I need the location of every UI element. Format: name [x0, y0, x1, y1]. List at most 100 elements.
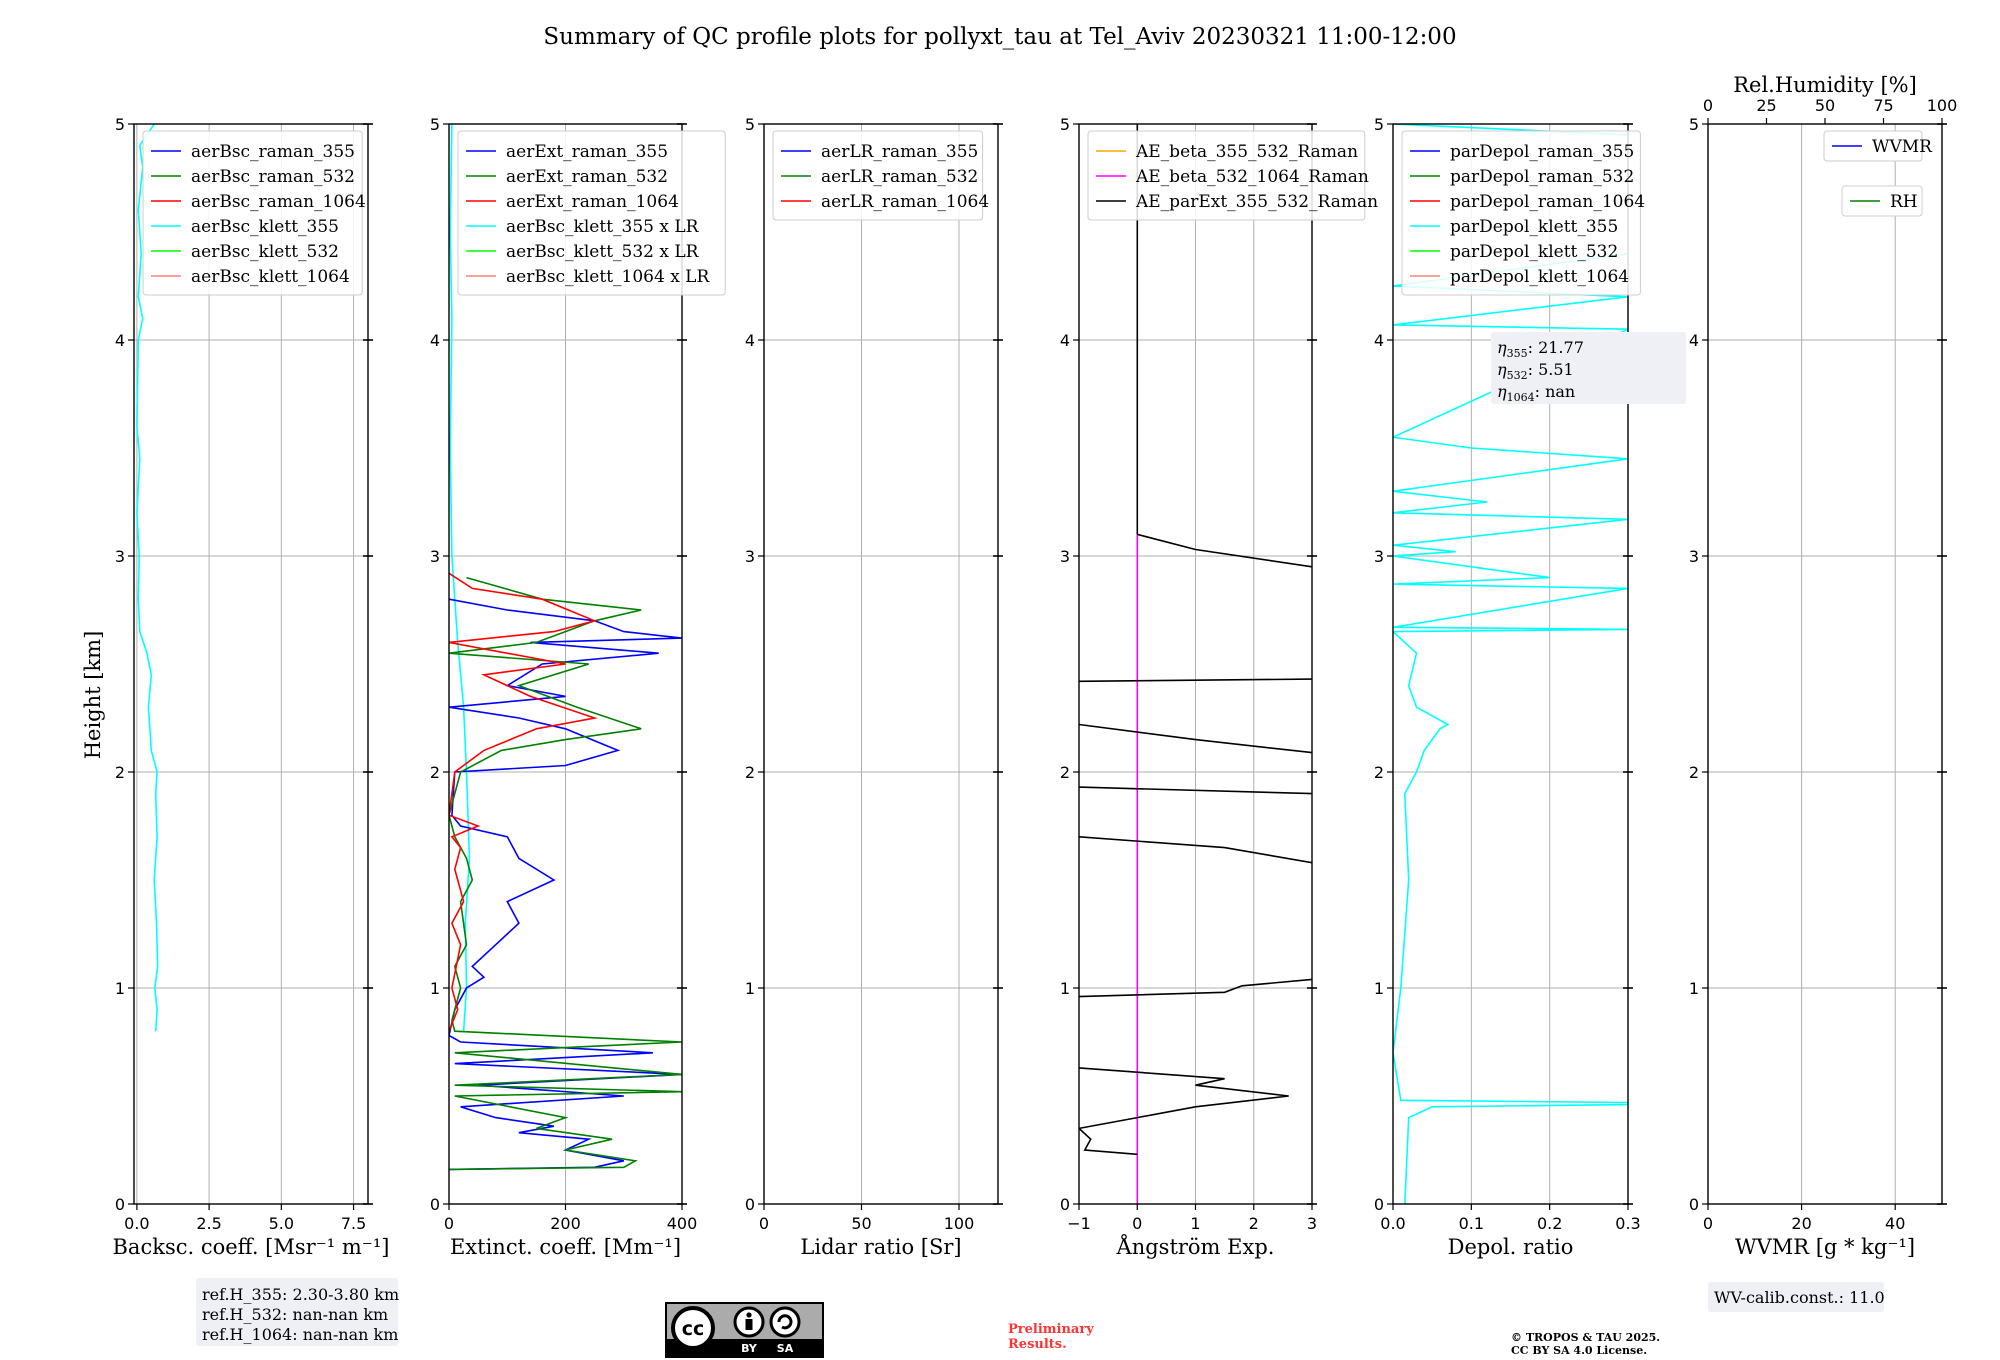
x-tick-label: 0 — [1703, 1214, 1713, 1233]
wv-calibration-box: WV-calib.const.: 11.0 — [1708, 1282, 1885, 1312]
series-line — [449, 576, 682, 1171]
y-tick-label: 2 — [745, 763, 755, 782]
figure-title: Summary of QC profile plots for pollyxt_… — [543, 24, 1456, 50]
ref-height-532: ref.H_532: nan-nan km — [202, 1305, 388, 1324]
share-alike-arrow-icon — [777, 1314, 793, 1330]
x-tick-label: 2 — [1249, 1214, 1259, 1233]
y-tick-label: 0 — [745, 1195, 755, 1214]
legend-entry: aerExt_raman_532 — [506, 167, 668, 187]
y-tick-label: 5 — [1060, 115, 1070, 134]
series-line — [1079, 786, 1312, 795]
series-line — [1079, 678, 1312, 683]
eta-subscript: 355 — [1507, 347, 1528, 360]
y-tick-label: 4 — [115, 331, 125, 350]
legend-entry: aerBsc_raman_355 — [191, 142, 355, 162]
eta-value: : nan — [1535, 382, 1576, 401]
x-tick-label: 0.3 — [1615, 1214, 1640, 1233]
axes-frame — [133, 123, 369, 1205]
legend: WVMR RH — [1823, 130, 1933, 217]
eta-symbol: η — [1497, 360, 1507, 379]
x-tick-label: 3 — [1307, 1214, 1317, 1233]
ref-height-1064: ref.H_1064: nan-nan km — [202, 1325, 398, 1344]
x-axis-label: Ångström Exp. — [1116, 1234, 1275, 1259]
legend: aerExt_raman_355 aerExt_raman_532 aerExt_r… — [457, 130, 726, 296]
y-tick-label: 2 — [1374, 763, 1384, 782]
cc-text: cc — [682, 1318, 705, 1340]
top-x-tick-label: 0 — [1703, 96, 1713, 115]
legend-box — [1823, 130, 1923, 162]
legend-entry: parDepol_klett_532 — [1450, 242, 1618, 262]
y-tick-label: 0 — [1374, 1195, 1384, 1214]
attribution-body-icon — [745, 1319, 753, 1330]
sa-text: SA — [777, 1342, 794, 1355]
top-x-tick-label: 25 — [1756, 96, 1776, 115]
preliminary-line-1: Preliminary — [1008, 1322, 1094, 1337]
series-line — [1079, 978, 1312, 998]
x-axis-label: Extinct. coeff. [Mm⁻¹] — [450, 1235, 681, 1259]
y-tick-label: 5 — [430, 115, 440, 134]
y-tick-label: 1 — [1374, 979, 1384, 998]
legend-entry: aerLR_raman_355 — [821, 142, 978, 162]
legend-entry: aerBsc_klett_355 — [191, 217, 339, 237]
legend-entry: aerBsc_klett_1064 x LR — [506, 267, 710, 287]
legend-box — [1401, 130, 1641, 296]
x-tick-label: 2.5 — [196, 1214, 221, 1233]
y-tick-label: 0 — [430, 1195, 440, 1214]
series-line — [1393, 124, 1628, 1204]
y-tick-label: 3 — [1374, 547, 1384, 566]
x-tick-label: 0.2 — [1537, 1214, 1562, 1233]
eta-line: η355: 21.77 — [1497, 338, 1584, 360]
legend-entry: AE_beta_355_532_Raman — [1135, 142, 1358, 162]
cc-by-sa-license-badge: cc BY SA — [665, 1302, 824, 1358]
x-tick-label: 1 — [1190, 1214, 1200, 1233]
y-tick-label: 3 — [430, 547, 440, 566]
top-x-tick-label: 75 — [1873, 96, 1893, 115]
axes-frame — [1392, 123, 1629, 1205]
x-tick-label: 400 — [667, 1214, 698, 1233]
legend-entry: aerBsc_raman_1064 — [191, 192, 366, 212]
legend-entry: aerLR_raman_532 — [821, 167, 978, 187]
wv-calibration-box-bg — [1708, 1282, 1884, 1312]
legend-entry: aerBsc_klett_1064 — [191, 267, 350, 287]
legend-entry: parDepol_klett_1064 — [1450, 267, 1629, 287]
x-axis-label: Depol. ratio — [1448, 1235, 1574, 1259]
y-tick-label: 3 — [1060, 547, 1070, 566]
y-axis-label: Height [km] — [81, 631, 105, 760]
x-tick-label: 0.1 — [1459, 1214, 1484, 1233]
x-tick-label: 5.0 — [269, 1214, 294, 1233]
x-tick-label: 50 — [851, 1214, 871, 1233]
legend-entry: aerBsc_klett_355 x LR — [506, 217, 700, 237]
reference-height-box: ref.H_355: 2.30-3.80 km ref.H_532: nan-n… — [196, 1278, 399, 1346]
legend-entry: parDepol_raman_355 — [1450, 142, 1634, 162]
eta-symbol: η — [1497, 382, 1507, 401]
series-line — [1079, 723, 1312, 754]
legend-entry: aerBsc_raman_532 — [191, 167, 355, 187]
subplot-2: 0 200 400 0 1 2 3 4 5 Extinct. coeff. [Mm⁻¹] aerEx… — [430, 115, 726, 1259]
share-alike-icon — [769, 1306, 801, 1338]
legend-entry: parDepol_raman_1064 — [1450, 192, 1645, 212]
legend-entry: parDepol_raman_532 — [1450, 167, 1634, 187]
y-tick-label: 1 — [430, 979, 440, 998]
series-line — [1079, 836, 1312, 864]
legend: parDepol_raman_355 parDepol_raman_532 parD… — [1401, 130, 1645, 296]
y-tick-label: 0 — [1689, 1195, 1699, 1214]
legend: aerBsc_raman_355 aerBsc_raman_532 aerBsc_r… — [142, 130, 366, 296]
y-tick-label: 2 — [430, 763, 440, 782]
y-tick-label: 1 — [115, 979, 125, 998]
legend-box — [1841, 185, 1923, 217]
x-tick-label: 0 — [759, 1214, 769, 1233]
y-tick-label: 4 — [745, 331, 755, 350]
y-tick-label: 5 — [115, 115, 125, 134]
attribution-head-icon — [746, 1312, 752, 1318]
y-tick-label: 2 — [115, 763, 125, 782]
legend-entry: aerExt_raman_355 — [506, 142, 668, 162]
x-tick-label: 0.0 — [124, 1214, 149, 1233]
x-axis-label: Lidar ratio [Sr] — [800, 1235, 961, 1259]
y-tick-label: 5 — [1689, 115, 1699, 134]
cc-circle-icon — [671, 1306, 715, 1350]
preliminary-note: Preliminary Results. — [1008, 1322, 1094, 1352]
legend-entry: aerLR_raman_1064 — [821, 192, 989, 212]
eta-value: : 21.77 — [1528, 338, 1584, 357]
wv-calibration-text: WV-calib.const.: 11.0 — [1714, 1288, 1885, 1307]
